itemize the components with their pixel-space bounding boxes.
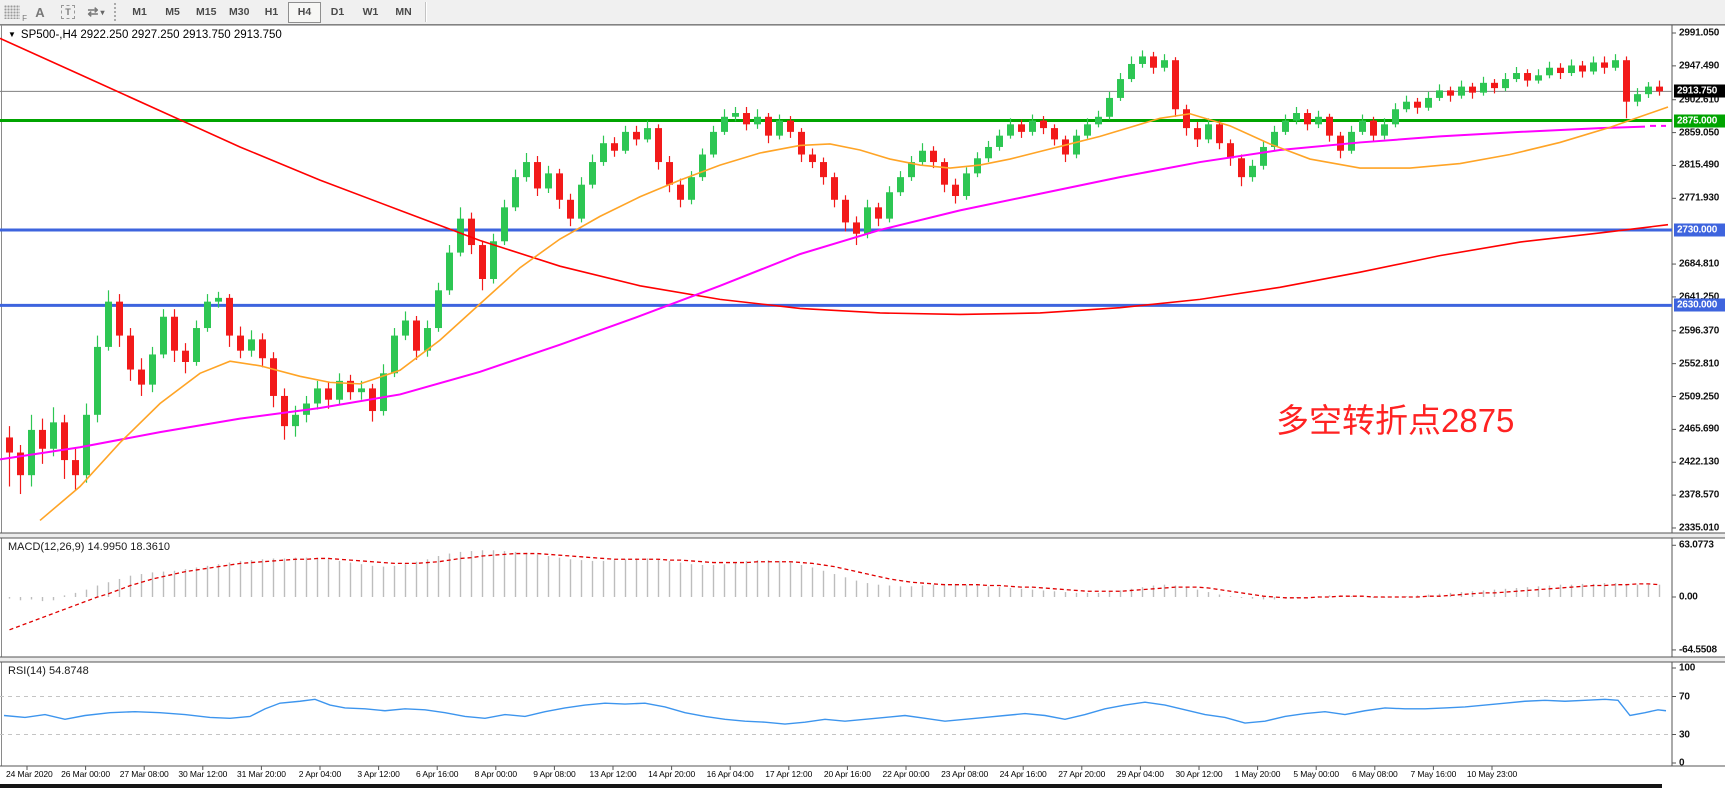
- price-tick-label: 2335.010: [1679, 522, 1720, 534]
- date-tick-label: 14 Apr 20:00: [648, 769, 696, 779]
- macd-signal-line: [9, 552, 1660, 631]
- indicator-scale-label: 70: [1679, 691, 1690, 702]
- price-level-badge: 2630.000: [1674, 298, 1725, 312]
- price-tick-label: 2596.370: [1679, 325, 1720, 337]
- timeframe-button-h1[interactable]: H1: [255, 2, 288, 23]
- price-tick-label: 2422.130: [1679, 456, 1720, 468]
- indicator-scale-label: 0.00: [1679, 591, 1698, 603]
- date-tick-label: 3 Apr 12:00: [357, 769, 400, 779]
- indicator-scale-label: 30: [1679, 729, 1690, 740]
- indicator-scale-label: 63.0773: [1679, 539, 1714, 551]
- indicator-scale-label: 100: [1679, 662, 1696, 674]
- timeframe-button-w1[interactable]: W1: [354, 2, 387, 23]
- symbol-ohlc-line: ▼ SP500-,H4 2922.250 2927.250 2913.750 29…: [8, 29, 282, 41]
- price-tick-label: 2378.570: [1679, 489, 1720, 501]
- price-level-badge: 2730.000: [1674, 223, 1725, 237]
- date-tick-label: 20 Apr 16:00: [823, 769, 871, 779]
- price-tick-label: 2552.810: [1679, 358, 1720, 370]
- date-tick-label: 9 Apr 08:00: [533, 769, 576, 779]
- date-tick-label: 6 May 08:00: [1351, 769, 1398, 779]
- date-tick-label: 1 May 20:00: [1234, 769, 1281, 779]
- text-label-tool-button[interactable]: A: [27, 2, 53, 23]
- date-tick-label: 17 Apr 12:00: [765, 769, 813, 779]
- timeframe-button-group: M1 M5 M15 M30 H1 H4 D1 W1 MN: [123, 1, 420, 23]
- toolbar-handle-label: F: [22, 14, 27, 23]
- price-tick-label: 2509.250: [1679, 391, 1720, 403]
- cycle-tool-button[interactable]: ⇄ ▾: [83, 2, 109, 23]
- chart-plot-area[interactable]: [0, 25, 1672, 533]
- date-tick-label: 16 Apr 04:00: [706, 769, 754, 779]
- timeframe-button-m15[interactable]: M15: [189, 2, 222, 23]
- date-tick-label: 13 Apr 12:00: [589, 769, 637, 779]
- cycle-arrows-icon: ⇄: [87, 4, 99, 19]
- panel-splitter: [0, 657, 1725, 662]
- timeframe-button-m1[interactable]: M1: [123, 2, 156, 23]
- date-tick-label: 22 Apr 00:00: [882, 769, 930, 779]
- date-tick-label: 30 Apr 12:00: [1175, 769, 1223, 779]
- date-tick-label: 5 May 00:00: [1293, 769, 1340, 779]
- date-tick-label: 24 Apr 16:00: [999, 769, 1047, 779]
- price-tick-label: 2947.490: [1679, 60, 1720, 72]
- chevron-down-icon: ▾: [100, 7, 105, 17]
- price-tick-label: 2991.050: [1679, 27, 1720, 39]
- timeframe-button-m30[interactable]: M30: [222, 2, 255, 23]
- text-label-icon: A: [35, 4, 45, 20]
- text-box-tool-button[interactable]: T: [55, 2, 81, 23]
- rsi-line: [3, 698, 1667, 725]
- date-tick-label: 27 Mar 08:00: [119, 769, 169, 779]
- date-tick-label: 23 Apr 08:00: [941, 769, 989, 779]
- date-tick-label: 7 May 16:00: [1410, 769, 1457, 779]
- toolbar: F A T ⇄ ▾ M1 M5 M15 M30 H1 H4 D1 W1 MN: [0, 0, 1725, 25]
- date-tick-label: 2 Apr 04:00: [298, 769, 342, 779]
- timeframe-button-mn[interactable]: MN: [387, 2, 420, 23]
- price-tick-label: 2771.930: [1679, 192, 1720, 204]
- price-level-badge: 2913.750: [1674, 84, 1725, 98]
- price-tick-label: 2465.690: [1679, 423, 1720, 435]
- collapse-triangle-icon[interactable]: ▼: [8, 30, 16, 39]
- date-tick-label: 6 Apr 16:00: [415, 769, 459, 779]
- toolbar-drag-handle-icon[interactable]: F: [4, 5, 27, 23]
- symbol-ohlc-text: SP500-,H4 2922.250 2927.250 2913.750 291…: [20, 29, 282, 41]
- date-tick-label: 29 Apr 04:00: [1116, 769, 1164, 779]
- horizontal-scrollbar[interactable]: [0, 784, 1662, 788]
- price-tick-label: 2641.250: [1679, 291, 1720, 303]
- date-tick-label: 30 Mar 12:00: [178, 769, 228, 779]
- date-tick-label: 8 Apr 00:00: [474, 769, 517, 779]
- timeframe-button-h4[interactable]: H4: [288, 1, 321, 23]
- toolbar-separator: [425, 2, 427, 22]
- date-tick-label: 27 Apr 20:00: [1058, 769, 1106, 779]
- price-level-badge: 2875.000: [1674, 114, 1725, 128]
- rsi-indicator-label: RSI(14) 54.8748: [8, 665, 89, 677]
- price-tick-label: 2859.050: [1679, 127, 1720, 139]
- price-tick-label: 2902.610: [1679, 94, 1720, 106]
- timeframe-button-d1[interactable]: D1: [321, 2, 354, 23]
- text-box-icon: T: [61, 5, 75, 19]
- date-tick-label: 10 May 23:00: [1466, 769, 1518, 779]
- date-tick-label: 26 Mar 00:00: [61, 769, 111, 779]
- timeframe-button-m5[interactable]: M5: [156, 2, 189, 23]
- price-tick-label: 2684.810: [1679, 258, 1720, 270]
- date-tick-label: 24 Mar 2020: [6, 769, 53, 779]
- toolbar-group-handle[interactable]: [114, 3, 119, 21]
- panel-splitter: [0, 533, 1725, 538]
- macd-indicator-label: MACD(12,26,9) 14.9950 18.3610: [8, 541, 171, 553]
- indicator-scale-label: 0: [1679, 757, 1685, 769]
- price-tick-label: 2815.490: [1679, 159, 1720, 171]
- date-tick-label: 31 Mar 20:00: [236, 769, 286, 779]
- indicator-scale-label: -64.5508: [1679, 644, 1717, 656]
- chart-text-annotation: 多空转折点2875: [1276, 402, 1515, 439]
